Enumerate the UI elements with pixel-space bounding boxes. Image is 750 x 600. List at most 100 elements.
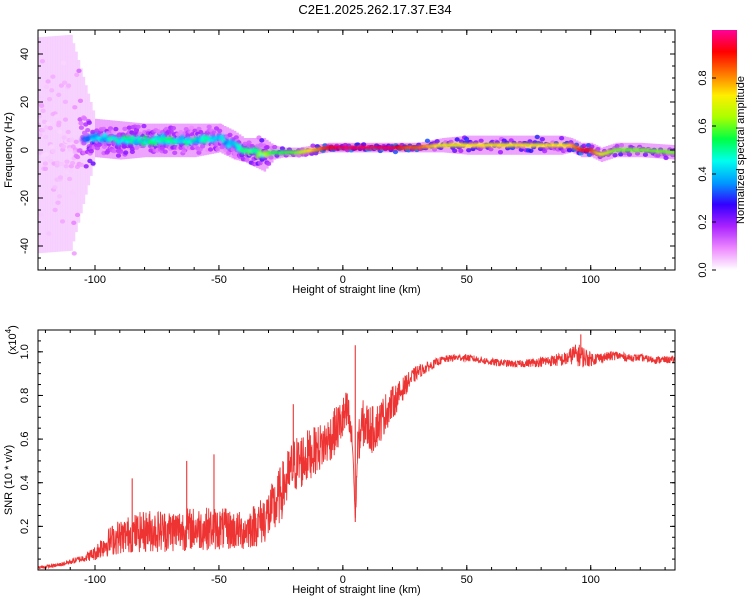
y-tick-label: 0.2 (19, 519, 31, 534)
x-tick-label: 0 (340, 274, 346, 286)
spectral-point (52, 185, 58, 190)
spectral-point (38, 94, 41, 100)
y-tick-label: 0 (19, 147, 31, 153)
spectral-point (123, 150, 129, 155)
spectral-point (183, 127, 189, 132)
spectral-envelope (40, 37, 44, 254)
spectral-point (488, 146, 494, 152)
spectral-point (434, 139, 440, 144)
spectral-point (170, 126, 177, 131)
spectral-point (168, 129, 174, 134)
snr-axes: -100 -50 0 50 100 0.2 0.4 0.6 0.8 1.0 (19, 329, 675, 586)
x-tick-label: 100 (582, 574, 600, 586)
spectral-point (542, 148, 548, 154)
spectral-point (56, 120, 62, 125)
spectral-point (196, 126, 202, 132)
spectral-point (279, 146, 286, 151)
spectral-point (634, 151, 641, 156)
spectral-point (38, 132, 43, 138)
spectral-point (65, 129, 71, 135)
spectral-point (115, 153, 122, 158)
spectral-point (207, 147, 214, 152)
spectral-point (466, 147, 472, 153)
y-tick-label: 1.0 (19, 344, 31, 359)
colorbar-tick-label: 0.0 (697, 262, 709, 277)
spectral-point (478, 138, 484, 143)
spectral-point (242, 141, 248, 147)
spectral-point (69, 190, 76, 195)
spectral-point (392, 149, 399, 155)
spectral-point (67, 176, 73, 182)
spectral-point (581, 143, 587, 149)
spectral-point (67, 147, 73, 152)
spectral-point (68, 168, 74, 173)
spectral-point (72, 105, 78, 110)
colorbar-tick-label: 0.2 (697, 214, 709, 229)
spectral-point (43, 151, 49, 157)
spectral-point (232, 154, 238, 159)
spectral-point (71, 220, 77, 226)
spectral-point (38, 150, 44, 155)
snr-y-scale-exponent: 4 (4, 328, 13, 333)
spectral-point (90, 161, 96, 166)
spectral-point (215, 146, 221, 152)
spectral-ridge (80, 132, 675, 159)
y-tick-label: 40 (19, 48, 31, 60)
spectral-point (134, 145, 140, 150)
x-tick-label: 50 (461, 574, 473, 586)
spectral-point (50, 191, 56, 196)
spectral-point (77, 98, 84, 104)
spectral-point (268, 155, 274, 160)
spectral-point (265, 161, 272, 166)
spectral-point (57, 175, 64, 180)
ridge-point (130, 135, 136, 141)
spectral-point (74, 72, 80, 78)
spectral-point (46, 96, 53, 102)
spectral-point (40, 128, 46, 133)
x-tick-label: -100 (84, 274, 106, 286)
spectral-point (454, 137, 460, 142)
spectral-point (78, 162, 84, 168)
colorbar-tick-label: 0.8 (697, 70, 709, 85)
spectral-point (528, 148, 534, 153)
snr-y-axis-label: SNR (10 * v/v) (3, 445, 15, 515)
spectral-point (69, 160, 76, 166)
snr-y-scale-base: (x10 (7, 333, 19, 354)
spectral-point (497, 150, 504, 155)
spectral-point (463, 136, 470, 142)
spectral-envelope (45, 36, 49, 253)
snr-y-scale-close: ) (7, 325, 19, 329)
spectral-point (534, 134, 540, 140)
spectral-point (78, 125, 85, 130)
spectral-envelope (70, 34, 73, 251)
spectral-point (233, 135, 239, 140)
ridge-point (160, 133, 166, 139)
spectral-point (59, 219, 66, 224)
ridge-point (142, 135, 148, 141)
spectral-point (135, 124, 141, 130)
spectral-point (626, 152, 633, 157)
spectral-point (272, 144, 278, 150)
spectral-point (172, 150, 178, 156)
colorbar-tick-label: 0.6 (697, 118, 709, 133)
spectral-point (663, 155, 669, 161)
spectral-point (43, 84, 50, 90)
spectral-point (50, 148, 56, 154)
spectral-point (58, 83, 64, 88)
spectral-point (612, 152, 618, 158)
spectral-point (82, 116, 88, 121)
spectral-point (61, 144, 67, 149)
spectral-point (118, 149, 124, 154)
y-tick-label: 0.4 (19, 475, 31, 490)
spectral-point (310, 143, 316, 148)
y-tick-label: 0.6 (19, 431, 31, 446)
spectral-point (38, 212, 44, 218)
spectral-point (458, 148, 464, 154)
spectral-point (230, 147, 236, 152)
spectral-envelope (55, 35, 58, 252)
spectral-point (61, 135, 67, 140)
spectral-point (246, 140, 252, 145)
ridge-point (220, 134, 225, 140)
spectral-point (122, 126, 128, 132)
